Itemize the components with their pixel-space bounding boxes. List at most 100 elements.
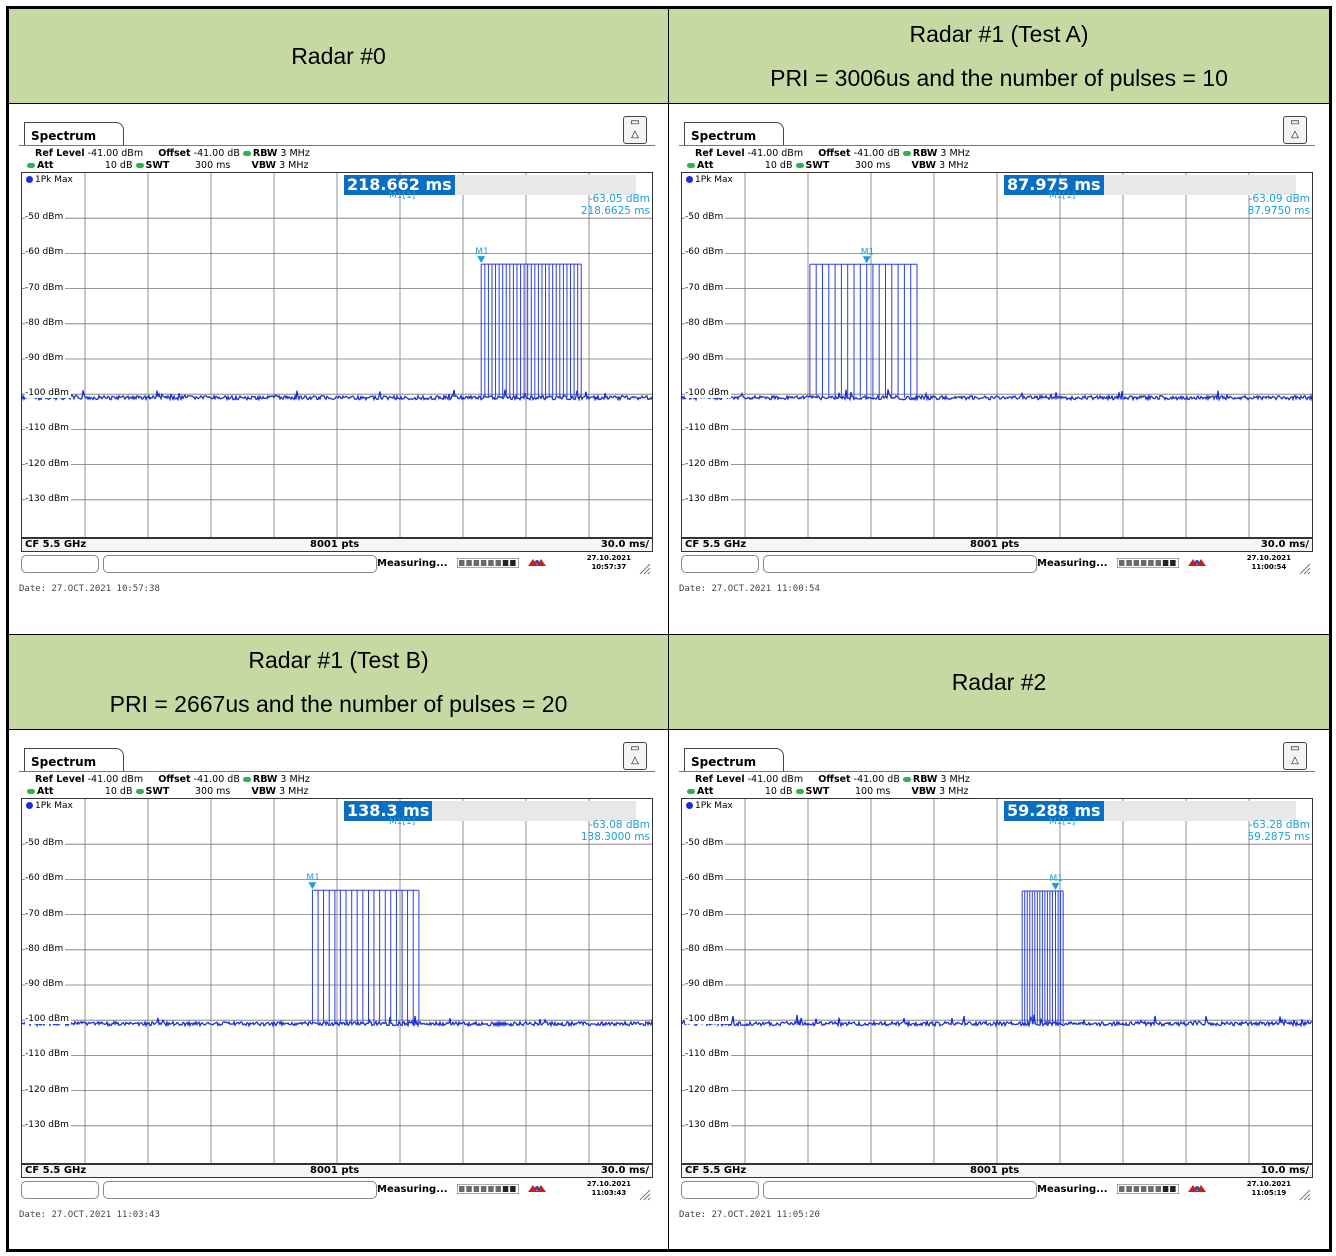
resize-grip-icon[interactable] (1297, 561, 1311, 575)
center-frequency: CF 5.5 GHz (685, 539, 747, 550)
plot-footer: CF 5.5 GHz 8001 pts 30.0 ms/ (681, 538, 1313, 552)
spectrum-tab-label: Spectrum (691, 129, 757, 143)
swt-value: 300 ms (194, 160, 231, 171)
display-config-icon[interactable]: ▭ △ (1283, 742, 1307, 770)
y-tick-label: -100 dBm (25, 388, 71, 399)
trace-indicator-icon (686, 802, 693, 809)
timestamp: 27.10.2021 11:05:19 (1247, 1180, 1291, 1198)
att-value: 10 dB (104, 160, 133, 171)
y-tick-label: -50 dBm (685, 838, 726, 849)
y-tick-label: -60 dBm (685, 873, 726, 884)
center-frequency: CF 5.5 GHz (25, 1165, 87, 1176)
spectrum-analyzer-screenshot: Spectrum ▭ △ Ref Level -41.00 dBm Offset … (19, 114, 655, 594)
trace-name: 1Pk Max (35, 801, 73, 811)
spectrum-tab[interactable]: Spectrum (24, 748, 124, 772)
spectrum-plot[interactable]: M1 1Pk Max 218.662 ms M1[1] -63.05 dBm 2… (21, 172, 653, 538)
spectrum-plot[interactable]: M1 1Pk Max 59.288 ms M1[1] -63.28 dBm 59… (681, 798, 1313, 1164)
marker-triangle-icon[interactable] (1051, 882, 1060, 890)
status-dot-icon (135, 788, 144, 794)
marker-level: -63.28 dBm (1248, 819, 1310, 831)
progress-segment (1126, 1186, 1132, 1192)
header-radar-1b: Radar #1 (Test B) PRI = 2667us and the n… (8, 634, 669, 730)
cell-radar-2: Spectrum ▭ △ Ref Level -41.00 dBm Offset … (668, 729, 1330, 1250)
marker-label: M1 (1050, 874, 1064, 884)
time-per-division: 30.0 ms/ (600, 539, 649, 550)
status-field (763, 1181, 1037, 1199)
noise-floor-trace (22, 389, 652, 402)
marker-time: 138.3000 ms (580, 831, 650, 843)
progress-segment (459, 1186, 465, 1192)
plot-footer: CF 5.5 GHz 8001 pts 10.0 ms/ (681, 1164, 1313, 1178)
ref-level-value: -41.00 dBm (747, 774, 804, 785)
marker-triangle-icon[interactable] (862, 256, 871, 264)
resize-grip-icon[interactable] (1297, 1187, 1311, 1201)
y-tick-label: -90 dBm (685, 979, 726, 989)
measurement-settings: Ref Level -41.00 dBm Offset -41.00 dB RB… (27, 774, 310, 798)
display-config-icon[interactable]: ▭ △ (623, 116, 647, 144)
vbw-label: VBW (911, 786, 937, 797)
header-line: PRI = 3006us and the number of pulses = … (770, 65, 1228, 91)
trace-indicator-icon (26, 802, 33, 809)
y-tick-label: -60 dBm (25, 873, 66, 884)
plot-canvas: M1 (22, 799, 652, 1163)
header-line: PRI = 2667us and the number of pulses = … (109, 691, 568, 717)
rbw-value: 3 MHz (280, 148, 310, 159)
display-config-icon[interactable]: ▭ △ (623, 742, 647, 770)
noise-floor-trace (682, 1014, 1312, 1028)
status-bar: Measuring... 27.10.2021 11:00:54 (681, 553, 1313, 575)
capture-date: Date: 27.OCT.2021 11:03:43 (19, 1210, 160, 1220)
marker-time: 87.9750 ms (1247, 205, 1310, 217)
spectrum-plot[interactable]: M1 1Pk Max 138.3 ms M1[1] -63.08 dBm 138… (21, 798, 653, 1164)
trace-indicator-icon (686, 176, 693, 183)
date-value: 27.OCT.2021 10:57:38 (51, 584, 160, 594)
progress-indicator (457, 558, 519, 568)
progress-segment (1155, 1186, 1161, 1192)
header-line: Radar #2 (951, 669, 1047, 695)
y-tick-label: -80 dBm (685, 943, 726, 954)
resize-grip-icon[interactable] (637, 561, 651, 575)
offset-value: -41.00 dB (853, 774, 900, 785)
marker-values: -63.28 dBm 59.2875 ms (1248, 819, 1310, 843)
marker-level: -63.09 dBm (1248, 193, 1310, 205)
header-line: Radar #1 (Test A) (909, 21, 1089, 47)
offset-label: Offset (818, 148, 851, 159)
progress-segment (466, 560, 472, 566)
progress-segment (510, 560, 516, 566)
progress-indicator (1117, 558, 1179, 568)
timestamp-time: 11:00:54 (1251, 563, 1287, 571)
timestamp-date: 27.10.2021 (1246, 1180, 1291, 1188)
cell-radar-1a: Spectrum ▭ △ Ref Level -41.00 dBm Offset … (668, 103, 1330, 635)
date-prefix: Date: (679, 584, 707, 594)
vbw-value: 3 MHz (939, 786, 969, 797)
progress-indicator (1117, 1184, 1179, 1194)
header-line: Radar #0 (291, 43, 386, 69)
date-prefix: Date: (19, 1210, 47, 1220)
spectrum-analyzer-screenshot: Spectrum ▭ △ Ref Level -41.00 dBm Offset … (679, 740, 1315, 1220)
spectrum-tab[interactable]: Spectrum (684, 748, 784, 772)
trace-name: 1Pk Max (695, 801, 733, 811)
plot-footer: CF 5.5 GHz 8001 pts 30.0 ms/ (21, 1164, 653, 1178)
spectrum-tab[interactable]: Spectrum (24, 122, 124, 146)
spectrum-analyzer-screenshot: Spectrum ▭ △ Ref Level -41.00 dBm Offset … (19, 740, 655, 1220)
spectrum-plot[interactable]: M1 1Pk Max 87.975 ms M1[1] -63.09 dBm 87… (681, 172, 1313, 538)
vbw-value: 3 MHz (939, 160, 969, 171)
remote-control-icon (1188, 1185, 1206, 1192)
points-count: 8001 pts (970, 539, 1020, 550)
rbw-value: 3 MHz (940, 148, 970, 159)
trace-label: 1Pk Max (686, 801, 733, 811)
status-dot-icon (687, 162, 695, 168)
spectrum-tab[interactable]: Spectrum (684, 122, 784, 146)
marker-triangle-icon[interactable] (308, 882, 317, 890)
offset-value: -41.00 dB (193, 148, 240, 159)
y-tick-label: -120 dBm (25, 458, 71, 469)
time-per-division: 10.0 ms/ (1260, 1165, 1309, 1176)
measurement-settings: Ref Level -41.00 dBm Offset -41.00 dB RB… (27, 148, 310, 172)
display-config-icon[interactable]: ▭ △ (1283, 116, 1307, 144)
rbw-label: RBW (252, 774, 278, 785)
noise-floor-trace (682, 389, 1312, 402)
y-tick-label: -130 dBm (25, 493, 71, 504)
progress-segment (502, 1186, 509, 1192)
marker-triangle-icon[interactable] (477, 256, 486, 264)
resize-grip-icon[interactable] (637, 1187, 651, 1201)
rbw-label: RBW (912, 148, 938, 159)
